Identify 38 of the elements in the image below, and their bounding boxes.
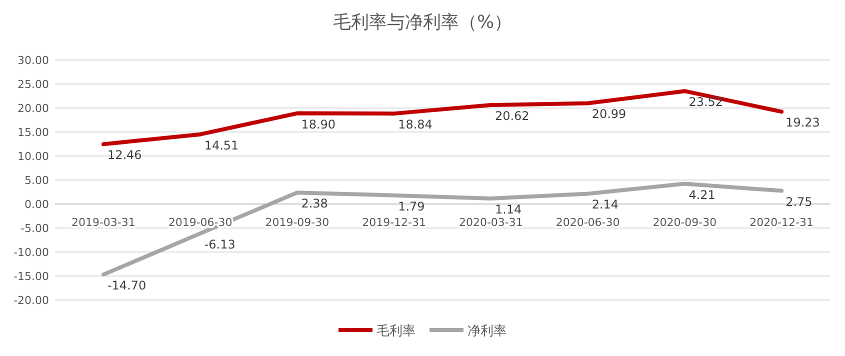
x-tick-label: 2020-09-30 <box>652 216 717 229</box>
data-label: 14.51 <box>204 138 239 152</box>
x-tick-label: 2019-12-31 <box>362 216 426 229</box>
legend-label: 净利率 <box>468 323 506 339</box>
y-tick-label: 0.00 <box>24 198 49 211</box>
y-tick-label: -5.00 <box>20 222 49 235</box>
x-tick-label: 2020-12-31 <box>750 216 814 229</box>
chart-title: 毛利率与净利率（%） <box>332 12 512 33</box>
x-tick-label: 2019-09-30 <box>265 216 330 229</box>
data-label: -14.70 <box>107 278 146 293</box>
x-tick-label: 2020-03-31 <box>458 216 523 229</box>
data-label: 18.84 <box>398 118 432 132</box>
y-tick-label: -15.00 <box>14 270 49 283</box>
data-label: 20.62 <box>494 109 530 124</box>
y-tick-label: 10.00 <box>18 150 49 163</box>
data-label: 2.38 <box>301 196 328 211</box>
data-label: 2.14 <box>592 198 619 212</box>
legend-label: 毛利率 <box>376 323 416 339</box>
y-tick-label: 25.00 <box>18 78 49 91</box>
y-tick-label: -20.00 <box>14 294 49 307</box>
data-label: 4.21 <box>688 188 716 202</box>
data-label: 19.23 <box>786 116 820 130</box>
y-tick-label: 30.00 <box>18 54 49 67</box>
x-tick-label: 2019-06-30 <box>168 216 232 229</box>
data-label: 2.75 <box>786 194 812 209</box>
x-tick-label: 2020-06-30 <box>556 216 620 229</box>
data-label: 1.79 <box>398 199 425 214</box>
y-tick-label: 15.00 <box>18 126 49 139</box>
data-label: 20.99 <box>592 107 626 122</box>
data-label: 23.52 <box>688 95 724 110</box>
data-label: -6.13 <box>204 237 236 252</box>
y-tick-label: -10.00 <box>14 246 49 259</box>
x-tick-label: 2019-03-31 <box>71 216 136 229</box>
y-tick-label: 5.00 <box>24 174 49 187</box>
y-tick-label: 20.00 <box>18 102 49 115</box>
data-label: 18.90 <box>301 117 336 132</box>
data-label: 1.14 <box>494 202 522 217</box>
data-label: 12.46 <box>107 148 142 162</box>
